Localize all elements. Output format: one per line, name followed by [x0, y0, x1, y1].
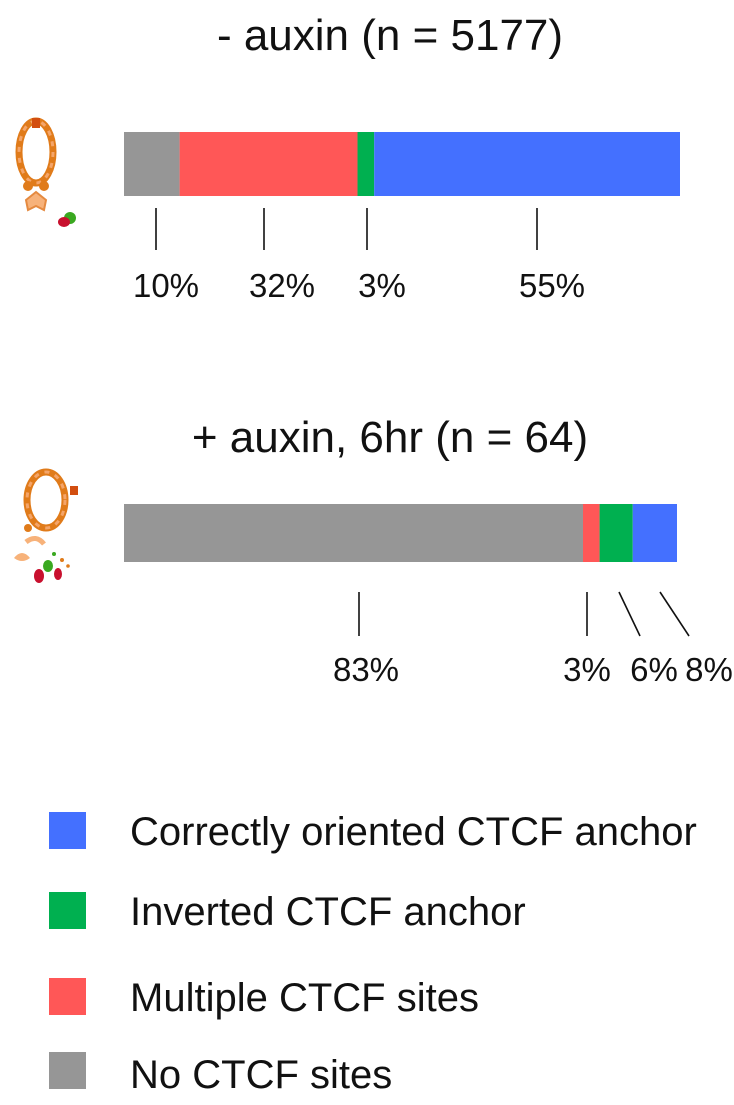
- stacked-bar-plus-auxin: [124, 504, 677, 562]
- data-label-no-ctcf-sites: 83%: [333, 651, 399, 688]
- panel-title-plus-auxin: + auxin, 6hr (n = 64): [192, 413, 588, 462]
- label-leaders-plus-auxin: [358, 591, 690, 637]
- panel-plus-auxin: + auxin, 6hr (n = 64) 83% 3% 6% 8%: [14, 413, 733, 688]
- leader-line-inverted-ctcf-anchor: [618, 591, 641, 637]
- data-label-no-ctcf-sites: 10%: [133, 267, 199, 304]
- bar-segment-no-ctcf-sites: [124, 132, 180, 196]
- data-label-correctly-oriented-ctcf-anchor: 55%: [519, 267, 585, 304]
- legend-label-multiple: Multiple CTCF sites: [130, 976, 479, 1020]
- data-label-multiple-ctcf-sites: 3%: [563, 651, 611, 688]
- bar-segment-multiple-ctcf-sites: [179, 132, 358, 196]
- panel-minus-auxin: - auxin (n = 5177) 10% 32% 3% 55%: [15, 11, 680, 304]
- bar-segment-correctly-oriented-ctcf-anchor: [374, 132, 680, 196]
- panel-title-minus-auxin: - auxin (n = 5177): [217, 11, 563, 60]
- bar-segment-correctly-oriented-ctcf-anchor: [632, 504, 677, 562]
- label-leaders-minus-auxin: [155, 208, 538, 250]
- legend-swatch-correctly-oriented: [49, 812, 86, 849]
- data-label-correctly-oriented-ctcf-anchor: 8%: [685, 651, 733, 688]
- data-label-inverted-ctcf-anchor: 3%: [358, 267, 406, 304]
- legend-swatch-inverted: [49, 892, 86, 929]
- legend: Correctly oriented CTCF anchor Inverted …: [49, 810, 697, 1097]
- bar-segment-inverted-ctcf-anchor: [357, 132, 375, 196]
- data-label-multiple-ctcf-sites: 32%: [249, 267, 315, 304]
- bar-segment-no-ctcf-sites: [124, 504, 583, 562]
- cohesin-loop-intact-icon: [15, 117, 76, 227]
- legend-label-inverted: Inverted CTCF anchor: [130, 890, 526, 934]
- legend-label-none: No CTCF sites: [130, 1053, 392, 1097]
- leader-line-correctly-oriented-ctcf-anchor: [659, 591, 690, 637]
- legend-label-correctly-oriented: Correctly oriented CTCF anchor: [130, 810, 697, 854]
- data-labels-plus-auxin: 83% 3% 6% 8%: [333, 651, 733, 688]
- cohesin-loop-degraded-icon: [14, 468, 78, 583]
- stacked-bar-minus-auxin: [124, 132, 680, 196]
- legend-swatch-none: [49, 1052, 86, 1089]
- bar-segment-inverted-ctcf-anchor: [599, 504, 633, 562]
- legend-swatch-multiple: [49, 978, 86, 1015]
- data-labels-minus-auxin: 10% 32% 3% 55%: [133, 267, 585, 304]
- bar-segment-multiple-ctcf-sites: [582, 504, 600, 562]
- data-label-inverted-ctcf-anchor: 6%: [630, 651, 678, 688]
